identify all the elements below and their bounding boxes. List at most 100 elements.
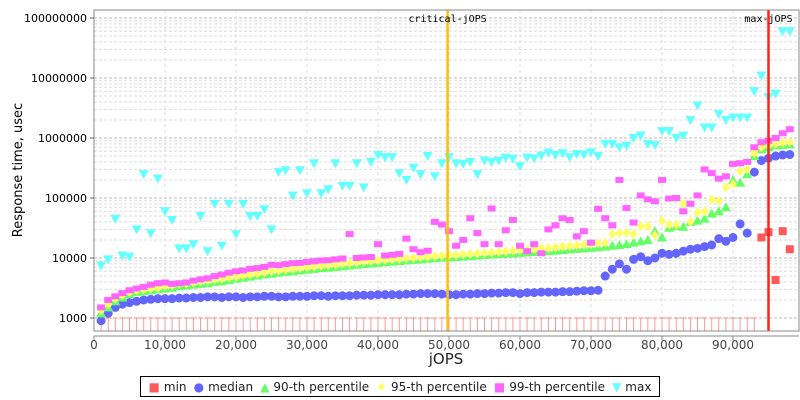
point-median (316, 291, 326, 301)
point-max (756, 71, 767, 81)
point-90-th-percentile (713, 206, 724, 216)
point-99-th-percentile (565, 216, 574, 223)
point-median (217, 292, 227, 302)
point-max (294, 166, 305, 176)
y-axis: 1000 10000 100000 1000000 10000000 100000000 (24, 12, 94, 325)
point-99-th-percentile (267, 261, 276, 268)
point-95-th-percentile (459, 249, 468, 260)
point-median (629, 254, 639, 264)
legend-diamond-icon: ♦ (376, 379, 388, 394)
point-95-th-percentile (544, 242, 553, 253)
point-max (358, 183, 369, 193)
x-tick-label: 70,000 (570, 338, 612, 352)
point-max (422, 152, 433, 162)
point-median (735, 219, 745, 229)
data-marks (96, 27, 795, 331)
point-max (649, 141, 660, 151)
point-max (160, 207, 170, 217)
point-95-th-percentile (579, 239, 588, 250)
point-median (423, 289, 433, 299)
point-95-th-percentile (288, 263, 297, 274)
point-max (628, 134, 639, 143)
point-99-th-percentile (146, 281, 155, 288)
point-95-th-percentile (466, 248, 475, 259)
point-median (465, 289, 475, 299)
point-median (643, 256, 653, 266)
point-99-th-percentile (672, 195, 681, 201)
point-95-th-percentile (636, 221, 645, 232)
point-median (558, 287, 568, 297)
point-median (153, 294, 163, 304)
point-max (330, 159, 341, 169)
legend-item: ■ 99-th percentile (494, 380, 605, 394)
point-max (266, 225, 277, 235)
point-95-th-percentile (714, 195, 723, 206)
point-99-th-percentile (125, 287, 134, 294)
point-median (238, 292, 248, 302)
point-99-th-percentile (665, 195, 674, 202)
point-99-th-percentile (239, 267, 248, 274)
point-99-th-percentile (402, 235, 411, 242)
legend-circle-icon: ● (193, 379, 205, 394)
point-median (700, 242, 710, 252)
point-99-th-percentile (189, 277, 198, 284)
point-99-th-percentile (700, 166, 709, 173)
point-median (259, 291, 269, 301)
point-median (174, 293, 184, 303)
point-median (281, 292, 291, 302)
point-99-th-percentile (721, 173, 730, 180)
point-median (295, 291, 305, 301)
point-median (139, 295, 149, 305)
point-max (117, 251, 128, 261)
point-95-th-percentile (423, 251, 432, 262)
point-median (480, 289, 489, 299)
point-max (181, 244, 192, 254)
legend-label: max (625, 379, 652, 394)
point-median (565, 287, 575, 297)
point-max (202, 247, 213, 257)
point-99-th-percentile (686, 200, 695, 207)
point-median (359, 290, 369, 300)
point-max (287, 191, 298, 201)
point-95-th-percentile (771, 138, 780, 149)
point-90-th-percentile (706, 208, 717, 218)
marker-lines: critical-jOPS max-jOPS (408, 10, 793, 331)
point-95-th-percentile (402, 253, 411, 264)
point-99-th-percentile (153, 280, 162, 287)
x-tick-label: 80,000 (641, 338, 683, 352)
point-max (131, 225, 142, 235)
y-tick-label: 10000 (52, 252, 87, 265)
point-99-th-percentile (331, 256, 340, 263)
point-max (365, 157, 376, 167)
point-median (167, 294, 177, 304)
point-min (778, 227, 787, 236)
point-99-th-percentile (139, 283, 148, 290)
point-max (706, 123, 717, 133)
point-99-th-percentile (423, 247, 432, 254)
point-max (209, 199, 220, 209)
point-99-th-percentile (707, 170, 716, 177)
point-median (742, 228, 752, 238)
point-99-th-percentile (345, 231, 354, 238)
point-max (231, 230, 241, 240)
point-median (125, 298, 134, 308)
point-max (401, 175, 412, 185)
point-max (110, 214, 121, 224)
point-99-th-percentile (324, 257, 333, 264)
point-99-th-percentile (579, 228, 588, 235)
y-tick-label: 1000 (59, 312, 87, 325)
y-tick-label: 1000000 (38, 132, 87, 145)
point-max (451, 159, 462, 169)
point-max (507, 154, 518, 164)
point-median (245, 292, 255, 302)
point-95-th-percentile (743, 164, 752, 175)
point-max (273, 168, 284, 178)
point-90-th-percentile (607, 240, 618, 250)
point-95-th-percentile (480, 248, 489, 259)
point-95-th-percentile (615, 228, 624, 239)
point-90-th-percentile (720, 202, 731, 212)
legend-rect-icon: ■ (493, 379, 506, 394)
point-95-th-percentile (437, 250, 446, 261)
point-99-th-percentile (487, 205, 496, 212)
point-max (458, 159, 469, 169)
